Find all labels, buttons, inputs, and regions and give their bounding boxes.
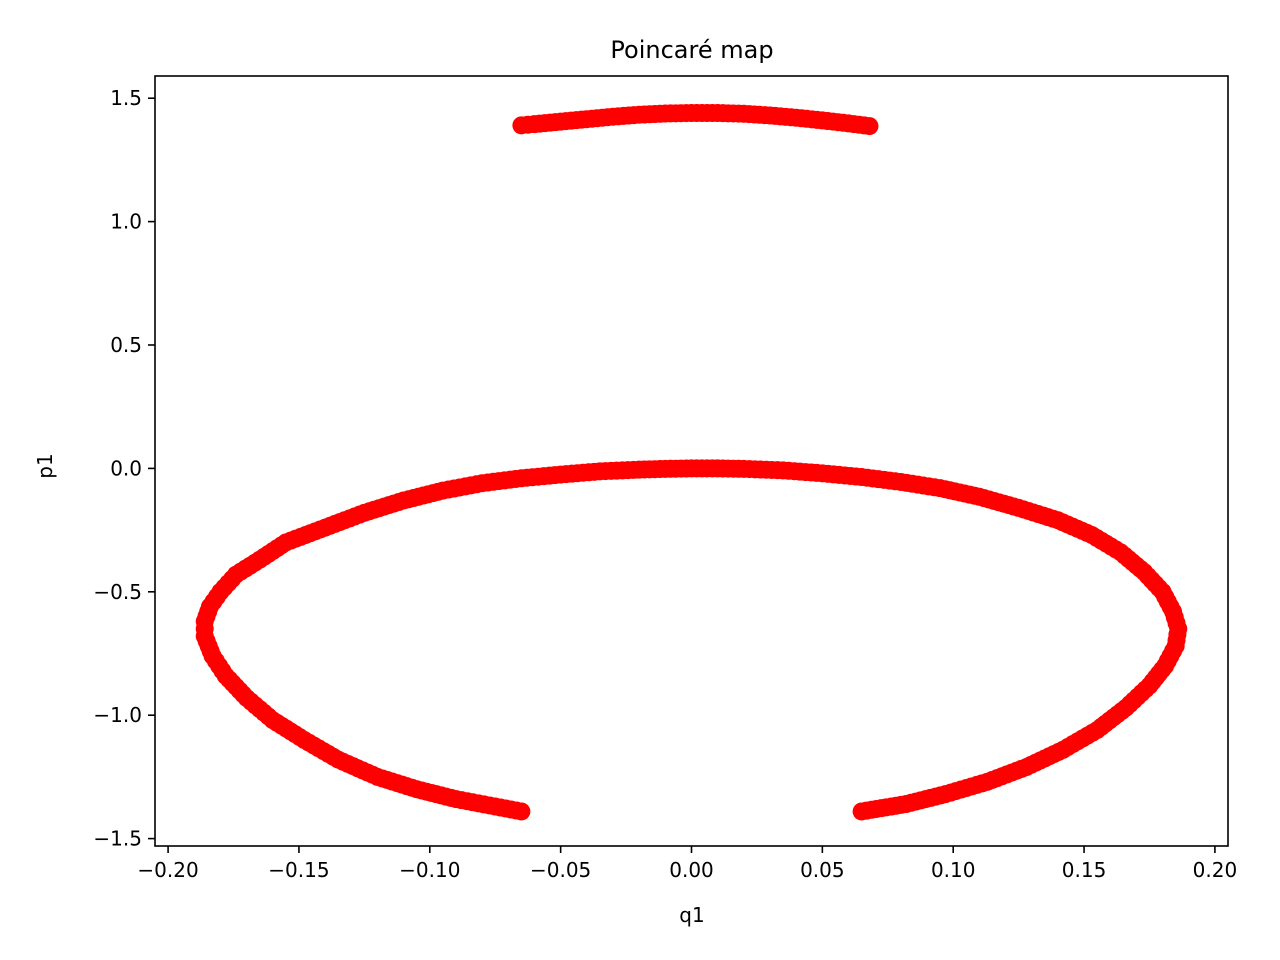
x-axis-label: q1 xyxy=(679,903,704,927)
x-tick-label: −0.20 xyxy=(137,858,198,882)
plot-frame xyxy=(154,75,1229,847)
y-tick-label: −1.0 xyxy=(93,703,142,727)
y-tick-label: 1.5 xyxy=(110,86,142,110)
y-tick-label: 0.0 xyxy=(110,456,142,480)
y-tick-label: 1.0 xyxy=(110,210,142,234)
y-tick-label: −0.5 xyxy=(93,580,142,604)
x-tick-label: 0.10 xyxy=(931,858,976,882)
y-axis-ticks: 1.5 1.0 0.5 0.0 −0.5 −1.0 −1.5 xyxy=(93,86,155,851)
x-tick-label: 0.05 xyxy=(800,858,845,882)
y-axis-label: p1 xyxy=(33,453,57,478)
x-tick-label: −0.05 xyxy=(530,858,591,882)
chart-title: Poincaré map xyxy=(610,36,773,64)
x-tick-label: 0.20 xyxy=(1193,858,1238,882)
x-tick-label: 0.15 xyxy=(1062,858,1107,882)
data-point xyxy=(860,117,879,136)
y-tick-label: 0.5 xyxy=(110,333,142,357)
y-tick-label: −1.5 xyxy=(93,827,142,851)
x-tick-label: 0.00 xyxy=(669,858,714,882)
x-axis-ticks: −0.20 −0.15 −0.10 −0.05 0.00 0.05 0.10 0.15 0.20 xyxy=(137,846,1237,882)
scatter-points xyxy=(195,104,1188,821)
x-tick-label: −0.15 xyxy=(268,858,329,882)
x-tick-label: −0.10 xyxy=(399,858,460,882)
data-point xyxy=(852,802,871,821)
